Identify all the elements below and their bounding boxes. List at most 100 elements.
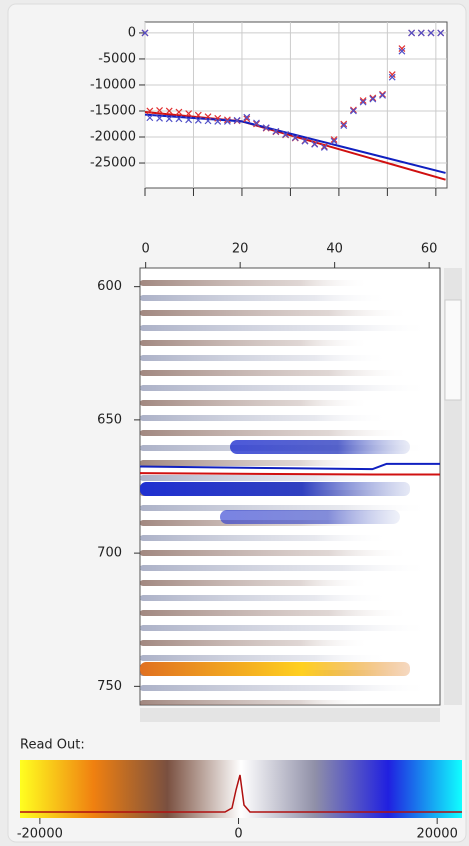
pick-marker xyxy=(350,107,357,115)
reflector xyxy=(140,355,390,361)
v-scroll-thumb[interactable] xyxy=(444,299,462,401)
pick-marker xyxy=(359,98,367,106)
pick-marker xyxy=(301,137,309,145)
pick-marker xyxy=(427,29,435,37)
reflector xyxy=(140,310,410,316)
pick-marker xyxy=(194,111,202,119)
reflector xyxy=(140,280,370,286)
colorbar xyxy=(20,760,462,818)
y-tick-label: -15000 xyxy=(90,103,136,118)
pick-marker xyxy=(214,114,222,122)
reflector xyxy=(220,510,400,524)
pick-marker xyxy=(243,115,251,123)
h-scrollbar[interactable] xyxy=(140,708,440,722)
reflector xyxy=(140,295,390,301)
reflector xyxy=(140,640,370,646)
reflector xyxy=(230,440,410,454)
y-tick-label: 0 xyxy=(128,25,136,40)
y-tick-label: 650 xyxy=(97,412,122,427)
pick-marker xyxy=(398,47,406,55)
y-tick-label: -20000 xyxy=(90,130,136,145)
readout-trace xyxy=(20,774,462,813)
pick-marker xyxy=(282,130,290,138)
y-tick-label: 600 xyxy=(97,279,122,294)
x-tick-label: 0 xyxy=(234,827,242,842)
pick-marker xyxy=(253,119,260,127)
pick-marker xyxy=(243,113,251,121)
pick-marker xyxy=(291,134,299,141)
reflector xyxy=(140,415,390,421)
reflector xyxy=(140,685,430,691)
pick-marker xyxy=(194,116,202,124)
pick-marker xyxy=(379,90,386,98)
pick-marker xyxy=(379,91,386,99)
y-tick-label: -10000 xyxy=(90,77,136,92)
pick-marker xyxy=(369,94,377,102)
pick-marker xyxy=(223,117,231,125)
pick-marker xyxy=(141,29,149,37)
pick-marker xyxy=(359,97,367,105)
pick-marker xyxy=(175,108,183,116)
pick-marker xyxy=(350,106,357,114)
y-tick-label: 700 xyxy=(97,546,122,561)
x-tick-label: 0 xyxy=(142,242,150,257)
reflector xyxy=(140,400,370,406)
x-tick-label: 20 xyxy=(232,242,249,257)
pick-marker xyxy=(253,120,260,128)
pick-marker xyxy=(369,95,377,103)
reflector xyxy=(140,595,390,601)
pick-marker xyxy=(320,143,328,151)
pick-marker xyxy=(146,114,154,122)
reflector xyxy=(140,535,390,541)
pick-marker xyxy=(165,115,173,123)
pick-marker xyxy=(340,120,348,128)
reflector xyxy=(140,505,430,511)
reflector xyxy=(140,662,410,676)
pick-marker xyxy=(340,122,348,129)
pick-marker xyxy=(330,136,338,144)
y-tick-label: 750 xyxy=(97,679,122,694)
pick-marker xyxy=(311,140,319,148)
pick-marker xyxy=(408,29,416,37)
y-tick-label: -25000 xyxy=(90,156,136,171)
x-tick-label: 20000 xyxy=(416,827,457,842)
series-line xyxy=(139,472,440,476)
pick-marker xyxy=(320,142,328,150)
reflector xyxy=(140,580,370,586)
y-tick-label: -5000 xyxy=(98,51,136,66)
reflector xyxy=(140,550,410,556)
reflector xyxy=(140,655,390,661)
reflector xyxy=(140,370,410,376)
pick-marker xyxy=(146,107,154,115)
pick-marker xyxy=(398,45,406,52)
pick-marker xyxy=(388,71,396,78)
pick-marker xyxy=(156,114,163,122)
reflector xyxy=(140,700,370,705)
readout-label: Read Out: xyxy=(20,738,85,753)
pick-marker xyxy=(165,107,173,115)
x-tick-label: 40 xyxy=(326,242,343,257)
reflector xyxy=(140,625,430,631)
reflector xyxy=(140,340,370,346)
pick-marker xyxy=(388,73,396,81)
reflector xyxy=(140,325,430,331)
x-tick-label: -20000 xyxy=(17,827,63,842)
pick-marker xyxy=(262,124,270,132)
pick-marker xyxy=(330,137,338,145)
series-line xyxy=(139,462,440,471)
seismic-image xyxy=(140,280,430,705)
reflector xyxy=(140,610,410,616)
pick-marker xyxy=(185,116,193,124)
pick-marker xyxy=(175,115,183,123)
reflector xyxy=(140,482,410,496)
reflector xyxy=(140,475,390,481)
pick-marker xyxy=(214,117,222,125)
reflector xyxy=(140,385,430,391)
pick-marker xyxy=(233,116,241,124)
pick-marker xyxy=(272,127,280,135)
pick-marker xyxy=(223,116,231,124)
pick-marker xyxy=(185,110,193,118)
pick-marker xyxy=(417,29,425,37)
x-tick-label: 60 xyxy=(421,242,438,257)
